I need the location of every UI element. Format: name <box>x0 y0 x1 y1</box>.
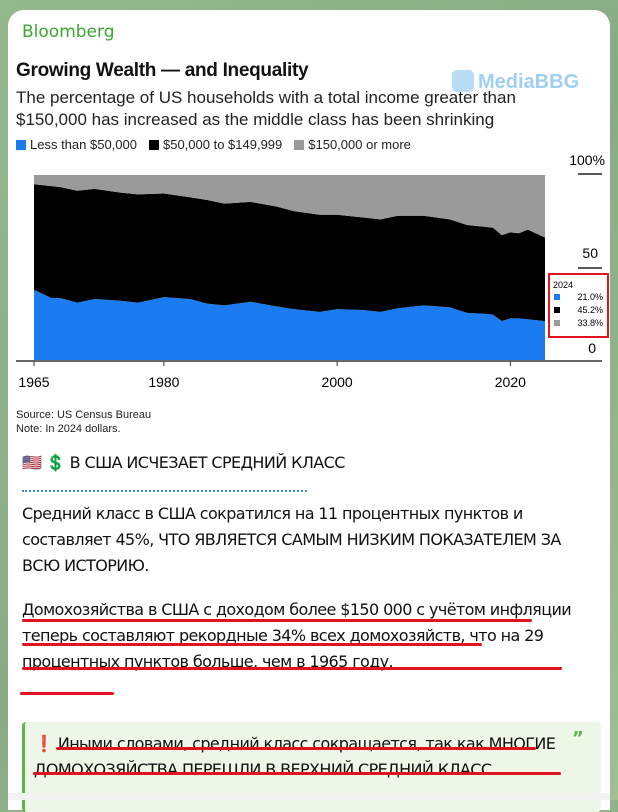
area-series-1 <box>34 289 545 360</box>
y-tick-label: 50 <box>582 245 598 261</box>
chart-title: Growing Wealth — and Inequality <box>16 60 309 81</box>
x-tick-label: 1980 <box>148 374 179 390</box>
quote-text: ❗ Иными словами, средний класс сокращает… <box>34 734 556 779</box>
exclamation-icon: ❗ <box>34 734 54 753</box>
red-underline <box>22 667 562 670</box>
red-underline <box>33 772 561 775</box>
red-underline <box>56 747 536 750</box>
annotation-box <box>548 273 609 338</box>
chart-legend: Less than $50,000 $50,000 to $149,999 $1… <box>16 137 411 152</box>
chart-source: Source: US Census Bureau Note: In 2024 do… <box>16 409 152 435</box>
red-underline <box>22 619 532 622</box>
telegram-icon <box>452 70 474 92</box>
area-series-2 <box>34 184 545 322</box>
annotation-2024: 2024 21.0% 45.2% 33.8% <box>548 273 609 338</box>
x-tick-label: 1965 <box>18 374 49 390</box>
red-underline <box>22 643 482 646</box>
paragraph-2: Домохозяйства в США с доходом более $150… <box>22 600 572 671</box>
quote-mark-icon: ” <box>572 728 584 749</box>
y-tick-label: 100% <box>569 152 605 168</box>
annotation-value: 45.2% <box>577 305 603 315</box>
watermark: MediaBBG <box>452 70 579 94</box>
chart-plot: 1965 1980 2000 2020 100% 50 0 2024 21.0% 45… <box>16 152 609 390</box>
annotation-year: 2024 <box>553 280 573 290</box>
annotation-value: 21.0% <box>577 292 603 302</box>
legend-item: $150,000 or more <box>294 137 411 152</box>
x-tick-label: 2000 <box>322 374 353 390</box>
dotted-divider <box>22 490 307 492</box>
legend-item: $50,000 to $149,999 <box>148 137 282 152</box>
sender-name[interactable]: Bloomberg <box>22 22 115 42</box>
legend-item: Less than $50,000 <box>16 137 137 152</box>
message-bubble <box>8 10 610 810</box>
post-heading: 🇺🇸 💲 В США ИСЧЕЗАЕТ СРЕДНИЙ КЛАСС <box>22 453 345 472</box>
red-underline <box>20 692 114 695</box>
annotation-swatch <box>554 307 560 313</box>
x-tick-label: 2020 <box>495 374 526 390</box>
annotation-swatch <box>554 320 560 326</box>
bottom-bar <box>8 793 610 800</box>
flag-dollar-emoji: 🇺🇸 💲 <box>22 453 66 472</box>
y-tick-label: 0 <box>588 340 596 356</box>
area-series-3 <box>34 175 545 238</box>
annotation-swatch <box>554 294 560 300</box>
chart-subtitle: The percentage of US households with a t… <box>16 88 516 129</box>
paragraph-1: Средний класс в США сократился на 11 про… <box>22 504 561 575</box>
annotation-value: 33.8% <box>577 318 603 328</box>
